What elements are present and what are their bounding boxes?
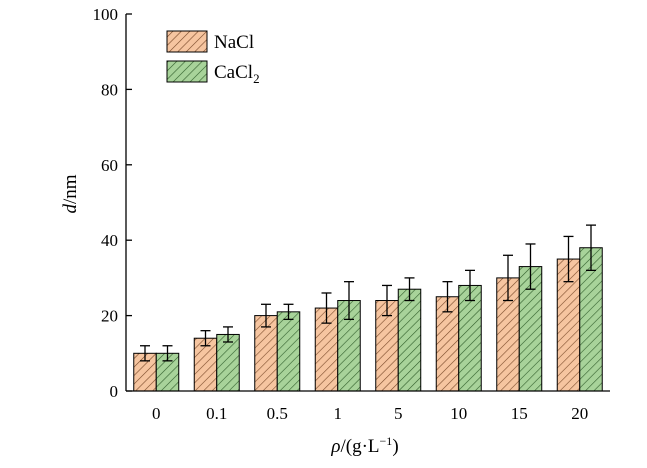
legend-item-nacl: NaCl — [166, 30, 254, 53]
x-tick-label-0.5: 0.5 — [267, 404, 288, 423]
error-bar-nacl-0.1 — [200, 330, 211, 347]
error-bar-nacl-20 — [563, 235, 574, 283]
x-tick-label-0.1: 0.1 — [206, 404, 227, 423]
bar-cacl2-5 — [397, 288, 422, 392]
error-bar-cacl2-0.1 — [223, 326, 233, 343]
axes — [125, 13, 610, 392]
legend-swatch — [166, 60, 208, 83]
x-axis-label-unit: /(g·L — [340, 436, 379, 457]
error-bar-nacl-1 — [321, 292, 332, 324]
x-tick-label-1: 1 — [334, 404, 343, 423]
error-bar-cacl2-0.5 — [283, 303, 294, 321]
x-tick-label-10: 10 — [450, 404, 467, 423]
error-bar-cacl2-1 — [344, 281, 354, 321]
x-axis-label-close: ) — [392, 436, 398, 457]
y-tick-label-0: 0 — [110, 382, 119, 401]
bars-layer — [133, 247, 603, 392]
error-bar-cacl2-10 — [465, 269, 475, 302]
bar-cacl2-0.5 — [276, 311, 301, 392]
error-bar-cacl2-20 — [586, 224, 596, 272]
y-tick-label-100: 100 — [93, 5, 119, 24]
bar-cacl2-10 — [458, 284, 482, 392]
x-axis-label-symbol: ρ — [330, 436, 340, 457]
error-bars-layer — [140, 224, 596, 362]
x-axis-label: ρ/(g·L−1) — [330, 434, 398, 457]
error-bar-cacl2-5 — [404, 277, 415, 302]
error-bar-nacl-5 — [382, 284, 392, 317]
x-tick-label-15: 15 — [511, 404, 528, 423]
y-tick-label-80: 80 — [101, 80, 118, 99]
legend: NaCl CaCl2 — [166, 30, 260, 86]
error-bar-nacl-10 — [442, 281, 453, 313]
x-tick-label-0: 0 — [152, 404, 161, 423]
legend-item-cacl2: CaCl2 — [166, 60, 260, 86]
legend-label: CaCl2 — [214, 62, 260, 86]
x-axis-label-exponent: −1 — [380, 434, 393, 448]
error-bar-cacl2-0 — [162, 345, 173, 362]
x-tick-label-5: 5 — [394, 404, 403, 423]
error-bar-nacl-0.5 — [261, 303, 271, 328]
error-bar-nacl-15 — [503, 254, 513, 302]
legend-swatch — [166, 30, 208, 53]
legend-label: NaCl — [214, 32, 254, 53]
x-tick-label-20: 20 — [571, 404, 588, 423]
y-tick-label-40: 40 — [101, 231, 118, 250]
x-tick-labels: 0 0.1 0.5 1 5 10 15 20 — [152, 404, 588, 423]
y-tick-labels: 0 20 40 60 80 100 — [93, 5, 119, 401]
y-tick-label-20: 20 — [101, 307, 118, 326]
error-bar-nacl-0 — [140, 345, 150, 362]
y-axis-label-symbol: d — [60, 204, 81, 214]
bar-cacl2-0.1 — [216, 333, 240, 392]
error-bar-cacl2-15 — [525, 243, 536, 290]
y-axis-label-unit: /nm — [60, 174, 81, 204]
y-axis-label: d/nm — [60, 174, 81, 213]
y-tick-label-60: 60 — [101, 156, 118, 175]
